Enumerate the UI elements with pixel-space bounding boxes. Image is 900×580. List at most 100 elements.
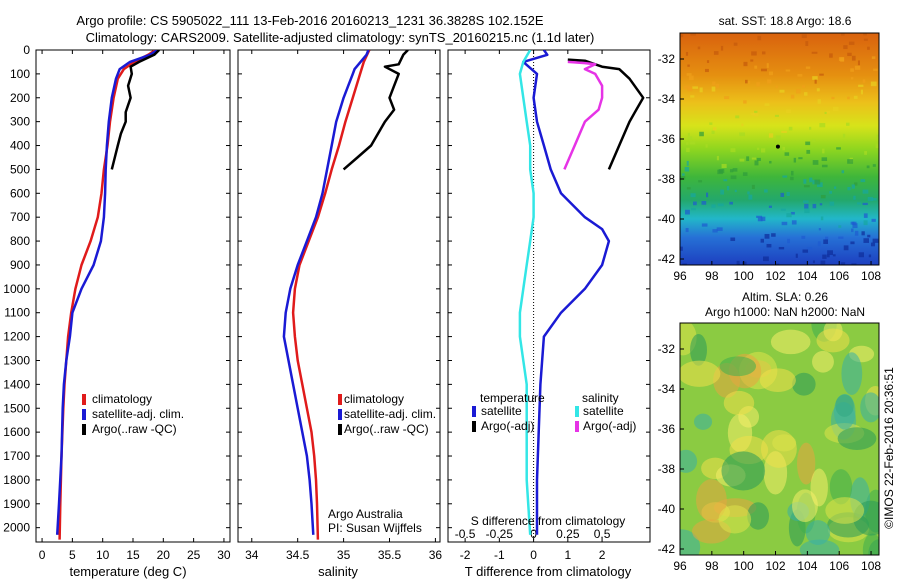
sla-blob [696, 479, 727, 522]
sst-texture-cell [715, 83, 720, 88]
map-x-tick-label: 108 [861, 269, 881, 283]
sst-texture-cell [687, 136, 693, 140]
legend-label-argo: Argo(..raw -QC) [92, 422, 177, 436]
sst-texture-cell [841, 33, 845, 36]
sst-texture-cell [751, 184, 755, 189]
sst-texture-cell [796, 89, 801, 94]
sst-texture-cell [846, 122, 850, 126]
legend-swatch-climatology [338, 394, 342, 405]
series-line [563, 60, 604, 170]
sst-texture-cell [764, 189, 768, 193]
sst-texture-cell [686, 187, 691, 190]
sst-map-axes: 96 98 100 102 104 106 108 -32 -34 -36 -38 -40 -42 [658, 52, 882, 283]
x-tick-label: -1 [494, 548, 505, 562]
sst-texture-cell [779, 89, 785, 93]
map-x-tick-label: 100 [734, 559, 754, 573]
legend-swatch-sal-satellite [575, 406, 579, 417]
sst-texture-cell [763, 256, 769, 262]
sst-texture-cell [819, 203, 823, 206]
sla-blob [816, 328, 850, 353]
x-tick-label: 2 [599, 548, 606, 562]
depth-axis: 0 100 200 300 400 500 600 700 800 900 1000 1100 1200… [3, 43, 650, 535]
sst-texture-cell [825, 236, 829, 241]
sst-texture-cell [801, 235, 806, 239]
sst-texture-cell [689, 141, 696, 145]
sst-texture-cell [712, 229, 718, 233]
sst-texture-cell [716, 155, 719, 161]
sla-blob [805, 520, 831, 545]
y-tick-label: 1300 [3, 353, 30, 367]
sst-texture-cell [786, 213, 792, 218]
sst-texture-cell [780, 208, 786, 211]
salinity-legend: climatology satellite-adj. clim. Argo(..… [338, 392, 436, 436]
sst-texture-cell [782, 175, 788, 178]
sst-texture-cell [739, 158, 745, 162]
temperature-xlabel: temperature (deg C) [69, 564, 186, 579]
x-tick-label: 15 [126, 548, 140, 562]
map-y-tick-label: -34 [658, 382, 676, 396]
sst-texture-cell [712, 127, 717, 131]
sst-texture-cell [862, 79, 866, 83]
series-line [522, 50, 611, 535]
x-tick-label: 35.5 [378, 548, 402, 562]
sst-texture-cell [803, 200, 809, 203]
legend-swatch-sal-argo [575, 421, 579, 432]
sst-texture-cell [812, 138, 816, 142]
x-tick-label: 0 [530, 548, 537, 562]
sst-texture-cell [788, 126, 793, 131]
difference-axes-frame [447, 49, 651, 543]
legend-swatch-temp-satellite [472, 406, 476, 417]
sst-texture-cell [757, 147, 760, 150]
sst-texture-cell [853, 95, 858, 99]
sst-texture-cell [868, 254, 872, 258]
s-difference-label: S difference from climatology [471, 514, 626, 528]
figure-subtitle: Climatology: CARS2009. Satellite-adjuste… [86, 30, 595, 45]
map-x-tick-label: 108 [861, 559, 881, 573]
sst-texture-cell [768, 133, 774, 138]
y-tick-label: 800 [10, 234, 30, 248]
sst-texture-cell [734, 189, 737, 193]
sla-blob [718, 505, 752, 534]
sst-texture-cell [791, 220, 797, 225]
sst-texture-cell [721, 163, 727, 169]
sst-texture-cell [680, 34, 684, 38]
sla-blob [860, 392, 879, 423]
sla-blob [759, 368, 796, 393]
sst-texture-cell [735, 115, 740, 119]
x-tick-label: 35 [337, 548, 351, 562]
sst-texture-cell [705, 144, 708, 148]
sst-map: sat. SST: 18.8 Argo: 18.6 96 98 100 102 104 1… [658, 14, 882, 283]
series-line [55, 50, 158, 535]
sst-texture-cell [812, 260, 815, 264]
sst-texture-cell [851, 263, 857, 265]
difference-legend: temperature satellite Argo(-adj) salinit… [472, 391, 636, 433]
s-tick-label: 0.5 [594, 527, 611, 541]
sst-texture-cell [730, 237, 736, 242]
sst-texture-cell [741, 123, 744, 127]
sla-blob [747, 502, 770, 530]
legend-label-sal-argo: Argo(-adj) [583, 419, 636, 433]
sst-texture-cell [757, 35, 762, 41]
sst-texture-cell [871, 56, 876, 59]
sst-texture-cell [854, 65, 861, 70]
series-line [342, 50, 409, 171]
sst-texture-cell [806, 246, 813, 250]
sst-texture-cell [873, 68, 878, 71]
sst-texture-cell [829, 201, 835, 206]
sst-texture-cell [867, 197, 873, 202]
sst-texture-cell [834, 186, 837, 189]
sst-texture-cell [876, 134, 879, 140]
sst-texture-cell [766, 243, 772, 248]
sst-texture-cell [809, 126, 812, 130]
sst-texture-cell [870, 242, 876, 247]
sst-texture-cell [701, 223, 708, 227]
temperature-legend: climatology satellite-adj. clim. Argo(..… [82, 392, 184, 436]
sla-blob [837, 427, 877, 450]
sst-texture-cell [790, 211, 795, 215]
y-tick-label: 400 [10, 139, 30, 153]
sst-texture-cell [857, 202, 862, 205]
sst-texture-cell [775, 85, 778, 88]
sst-texture-cell [875, 143, 879, 149]
sst-texture-cell [829, 53, 833, 58]
